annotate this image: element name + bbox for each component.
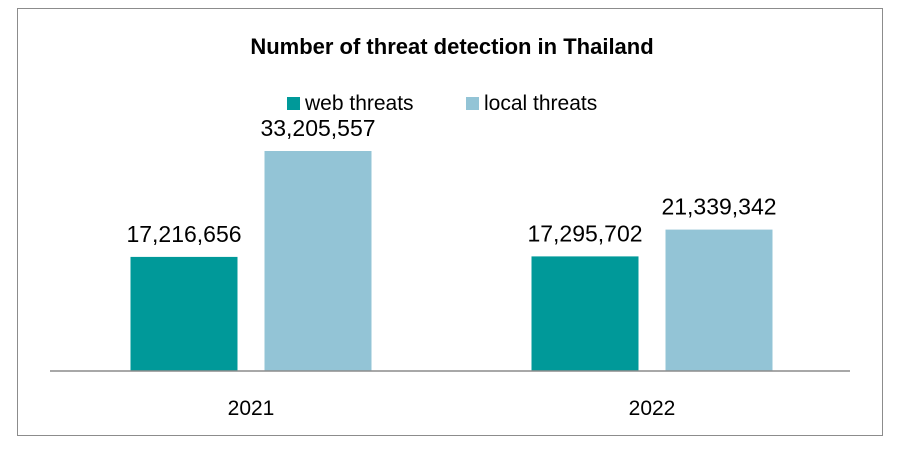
legend-swatch-1 xyxy=(287,97,300,110)
legend: web threats local threats xyxy=(287,92,597,115)
legend-swatch-2 xyxy=(466,97,479,110)
x-tick-label-2022: 2022 xyxy=(629,397,676,420)
legend-label-1: web threats xyxy=(304,92,414,115)
bar-2021-series-2 xyxy=(264,151,372,371)
data-label-2022-series-1: 17,295,702 xyxy=(527,220,642,246)
bar-2021-series-1 xyxy=(130,256,238,371)
chart-title: Number of threat detection in Thailand xyxy=(250,34,653,59)
data-label-2021-series-2: 33,205,557 xyxy=(260,115,375,141)
bar-2022-series-2 xyxy=(665,229,773,371)
data-label-2022-series-2: 21,339,342 xyxy=(661,194,776,220)
x-tick-label-2021: 2021 xyxy=(228,397,275,420)
category-labels: 2021 2022 xyxy=(228,397,676,420)
bars-group: 17,216,656 33,205,557 17,295,702 21,339,342 xyxy=(126,115,777,371)
bar-2022-series-1 xyxy=(531,256,639,371)
data-label-2021-series-1: 17,216,656 xyxy=(126,221,241,247)
legend-label-2: local threats xyxy=(484,92,597,115)
